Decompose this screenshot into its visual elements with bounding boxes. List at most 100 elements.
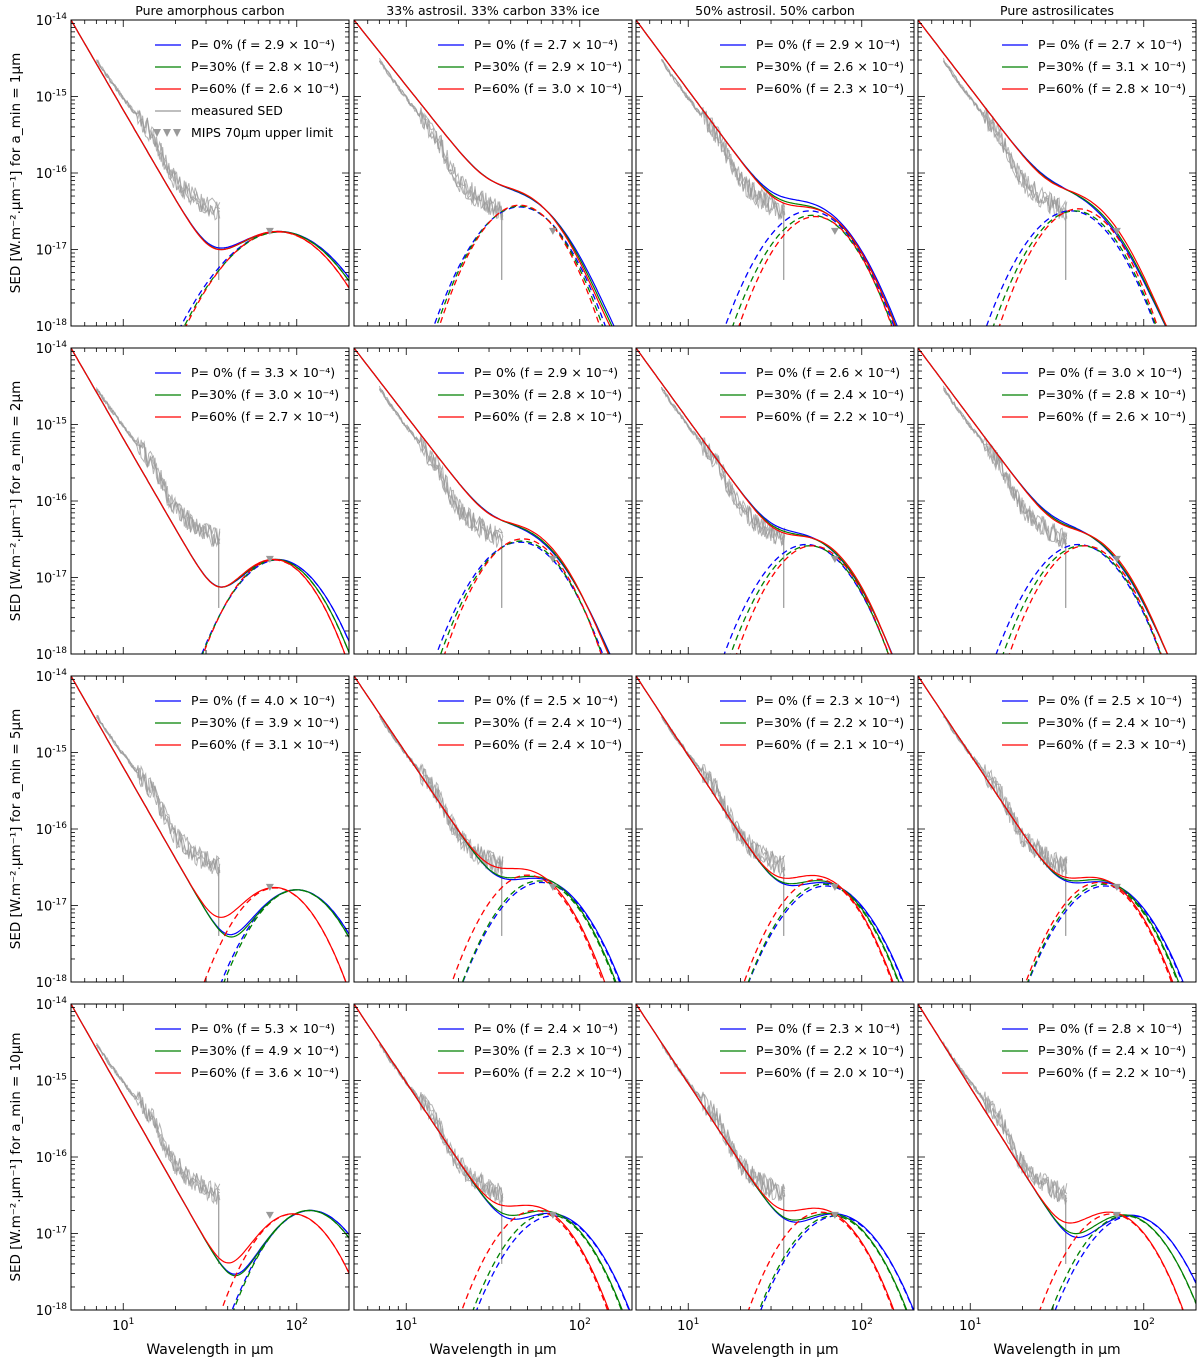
y-tick-label: 10-15 <box>36 1073 67 1090</box>
total-sed-60pct <box>354 348 610 654</box>
mips-upper-limit-marker <box>830 555 839 563</box>
dust-component-60pct <box>735 545 890 654</box>
x-tick-label: 102 <box>1133 1317 1155 1334</box>
measured-sed-line <box>943 387 1068 547</box>
mips-upper-limit-marker <box>265 227 274 235</box>
total-sed-60pct <box>636 676 894 982</box>
plot-area <box>71 676 349 982</box>
legend: P= 0% (f = 5.3 × 10⁻⁴) P=30% (f = 4.9 × 1… <box>155 1021 339 1080</box>
x-tick-label: 101 <box>395 1317 417 1334</box>
legend-label-3: P=60% (f = 2.7 × 10⁻⁴) <box>191 409 339 424</box>
legend-label-1: P= 0% (f = 2.7 × 10⁻⁴) <box>474 37 618 52</box>
column-title: Pure amorphous carbon <box>135 3 284 18</box>
mips-upper-limit-marker <box>1112 555 1121 563</box>
dust-component-60pct <box>461 1209 609 1310</box>
measured-sed-line <box>378 388 504 544</box>
plot-area <box>354 676 622 982</box>
plot-area <box>71 1004 349 1310</box>
dust-component-60pct <box>220 1213 349 1310</box>
legend-label-2: P=30% (f = 2.8 × 10⁻⁴) <box>1038 387 1186 402</box>
mips-upper-limit-marker <box>548 555 557 563</box>
legend-label-measured: measured SED <box>191 103 283 118</box>
legend: P= 0% (f = 2.3 × 10⁻⁴) P=30% (f = 2.2 × 1… <box>720 693 904 752</box>
dust-component-60pct <box>1008 545 1162 654</box>
plot-area <box>636 1004 914 1310</box>
legend: P= 0% (f = 2.9 × 10⁻⁴) P=30% (f = 2.8 × 1… <box>153 37 339 140</box>
measured-sed-line <box>661 58 786 221</box>
measured-sed-line <box>95 1044 221 1203</box>
panel-r4-c2: 101 102 Wavelength in μm P= 0% (f = 2.4 × 1… <box>353 1003 633 1358</box>
total-sed-60pct <box>354 676 606 982</box>
measured-sed-line <box>96 389 221 546</box>
panel-r2-c3: P= 0% (f = 2.6 × 10⁻⁴) P=30% (f = 2.4 × 1… <box>635 347 915 655</box>
legend-label-2: P=30% (f = 2.8 × 10⁻⁴) <box>191 59 339 74</box>
plot-area <box>918 1004 1196 1310</box>
y-tick-label: 10-18 <box>36 646 68 663</box>
measured-sed-line <box>96 1044 221 1201</box>
y-tick-label: 10-15 <box>36 417 67 434</box>
mips-upper-limit-marker <box>1112 883 1121 891</box>
mips-upper-limit-marker <box>265 1211 274 1219</box>
legend-label-2: P=30% (f = 2.3 × 10⁻⁴) <box>474 1043 622 1058</box>
y-tick-label: 10-15 <box>36 89 67 106</box>
dust-component-0pct <box>433 206 606 326</box>
panel-r2-c1: 10-14 10-15 10-16 10-17 10-18 SED [W.m⁻².μm⁻¹… <box>8 340 350 663</box>
y-tick-label: 10-18 <box>36 974 68 991</box>
measured-sed-line <box>378 385 504 544</box>
mips-upper-limit-marker <box>1112 227 1121 235</box>
dust-component-0pct <box>995 543 1162 654</box>
dust-component-0pct <box>985 210 1156 326</box>
dust-component-60pct <box>1025 881 1173 982</box>
mips-upper-limit-marker <box>548 227 557 235</box>
y-tick-label: 10-14 <box>36 996 68 1013</box>
legend-label-2: P=30% (f = 3.0 × 10⁻⁴) <box>191 387 339 402</box>
legend: P= 0% (f = 2.9 × 10⁻⁴) P=30% (f = 2.8 × 1… <box>438 365 622 424</box>
total-sed-60pct <box>918 20 1168 326</box>
y-tick-label: 10-18 <box>36 1302 68 1319</box>
measured-sed-line <box>378 1041 504 1205</box>
panel-r1-c2: 33% astrosil. 33% carbon 33% ice P= 0% (f… <box>353 3 633 327</box>
dust-component-30pct <box>747 883 899 982</box>
legend-label-2: P=30% (f = 2.4 × 10⁻⁴) <box>1038 715 1186 730</box>
legend-label-3: P=60% (f = 3.1 × 10⁻⁴) <box>191 737 339 752</box>
panel-r3-c1: 10-14 10-15 10-16 10-17 10-18 SED [W.m⁻².μm⁻¹… <box>8 668 350 991</box>
dust-component-60pct <box>1039 1213 1184 1310</box>
y-tick-label: 10-14 <box>36 340 68 357</box>
legend-label-2: P=30% (f = 2.9 × 10⁻⁴) <box>474 59 622 74</box>
legend-label-3: P=60% (f = 2.3 × 10⁻⁴) <box>1038 737 1186 752</box>
plot-area <box>354 348 611 654</box>
dust-component-30pct <box>461 880 616 982</box>
x-tick-label: 102 <box>286 1317 308 1334</box>
dust-component-0pct <box>723 543 890 654</box>
legend-label-1: P= 0% (f = 2.9 × 10⁻⁴) <box>191 37 335 52</box>
total-sed-60pct <box>354 1004 610 1310</box>
dust-component-30pct <box>1027 883 1179 982</box>
dust-component-0pct <box>476 1215 630 1310</box>
legend-label-3: P=60% (f = 3.0 × 10⁻⁴) <box>474 81 622 96</box>
mips-upper-limit-marker <box>830 1211 839 1219</box>
legend-label-1: P= 0% (f = 2.8 × 10⁻⁴) <box>1038 1021 1182 1036</box>
plot-area <box>918 676 1184 982</box>
x-tick-label: 102 <box>851 1317 873 1334</box>
measured-sed-line <box>96 61 221 219</box>
dust-component-60pct <box>185 231 349 326</box>
plot-area <box>636 20 898 326</box>
dust-component-0pct <box>1054 1215 1196 1310</box>
legend-label-3: P=60% (f = 2.6 × 10⁻⁴) <box>1038 409 1186 424</box>
legend-label-3: P=60% (f = 2.4 × 10⁻⁴) <box>474 737 622 752</box>
legend-label-3: P=60% (f = 2.8 × 10⁻⁴) <box>474 409 622 424</box>
panel-r3-c4: P= 0% (f = 2.5 × 10⁻⁴) P=30% (f = 2.4 × 1… <box>917 675 1197 983</box>
legend: P= 0% (f = 2.8 × 10⁻⁴) P=30% (f = 2.4 × 1… <box>1002 1021 1186 1080</box>
measured-sed-line <box>378 713 504 876</box>
legend-label-2: P=30% (f = 2.4 × 10⁻⁴) <box>1038 1043 1186 1058</box>
legend: P= 0% (f = 2.5 × 10⁻⁴) P=30% (f = 2.4 × 1… <box>438 693 622 752</box>
mips-upper-limit-marker <box>265 555 274 563</box>
y-tick-label: 10-17 <box>36 570 67 587</box>
dust-component-30pct <box>435 205 604 326</box>
legend: P= 0% (f = 3.3 × 10⁻⁴) P=30% (f = 3.0 × 1… <box>155 365 339 424</box>
legend-label-1: P= 0% (f = 2.5 × 10⁻⁴) <box>474 693 618 708</box>
panel-r4-c4: 101 102 Wavelength in μm P= 0% (f = 2.8 × 1… <box>917 1003 1197 1358</box>
x-axis-label: Wavelength in μm <box>146 1342 273 1358</box>
dust-component-30pct <box>201 559 349 654</box>
